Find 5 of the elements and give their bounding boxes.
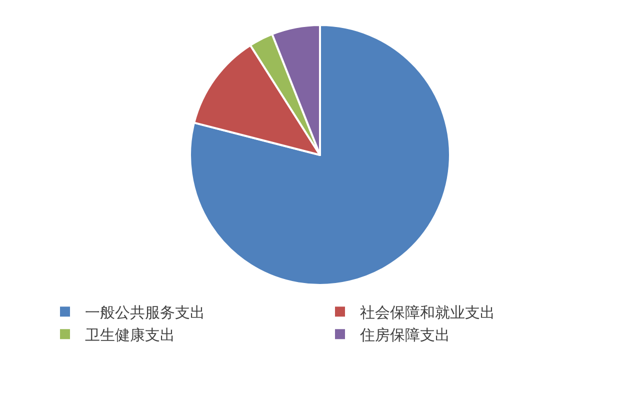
pie-slice	[189, 24, 451, 286]
legend-label: 卫生健康支出	[85, 326, 175, 344]
legend-label: 住房保障支出	[359, 326, 450, 344]
legend-label: 社会保障和就业支出	[360, 304, 495, 322]
legend-label: 一般公共服务支出	[85, 304, 205, 322]
